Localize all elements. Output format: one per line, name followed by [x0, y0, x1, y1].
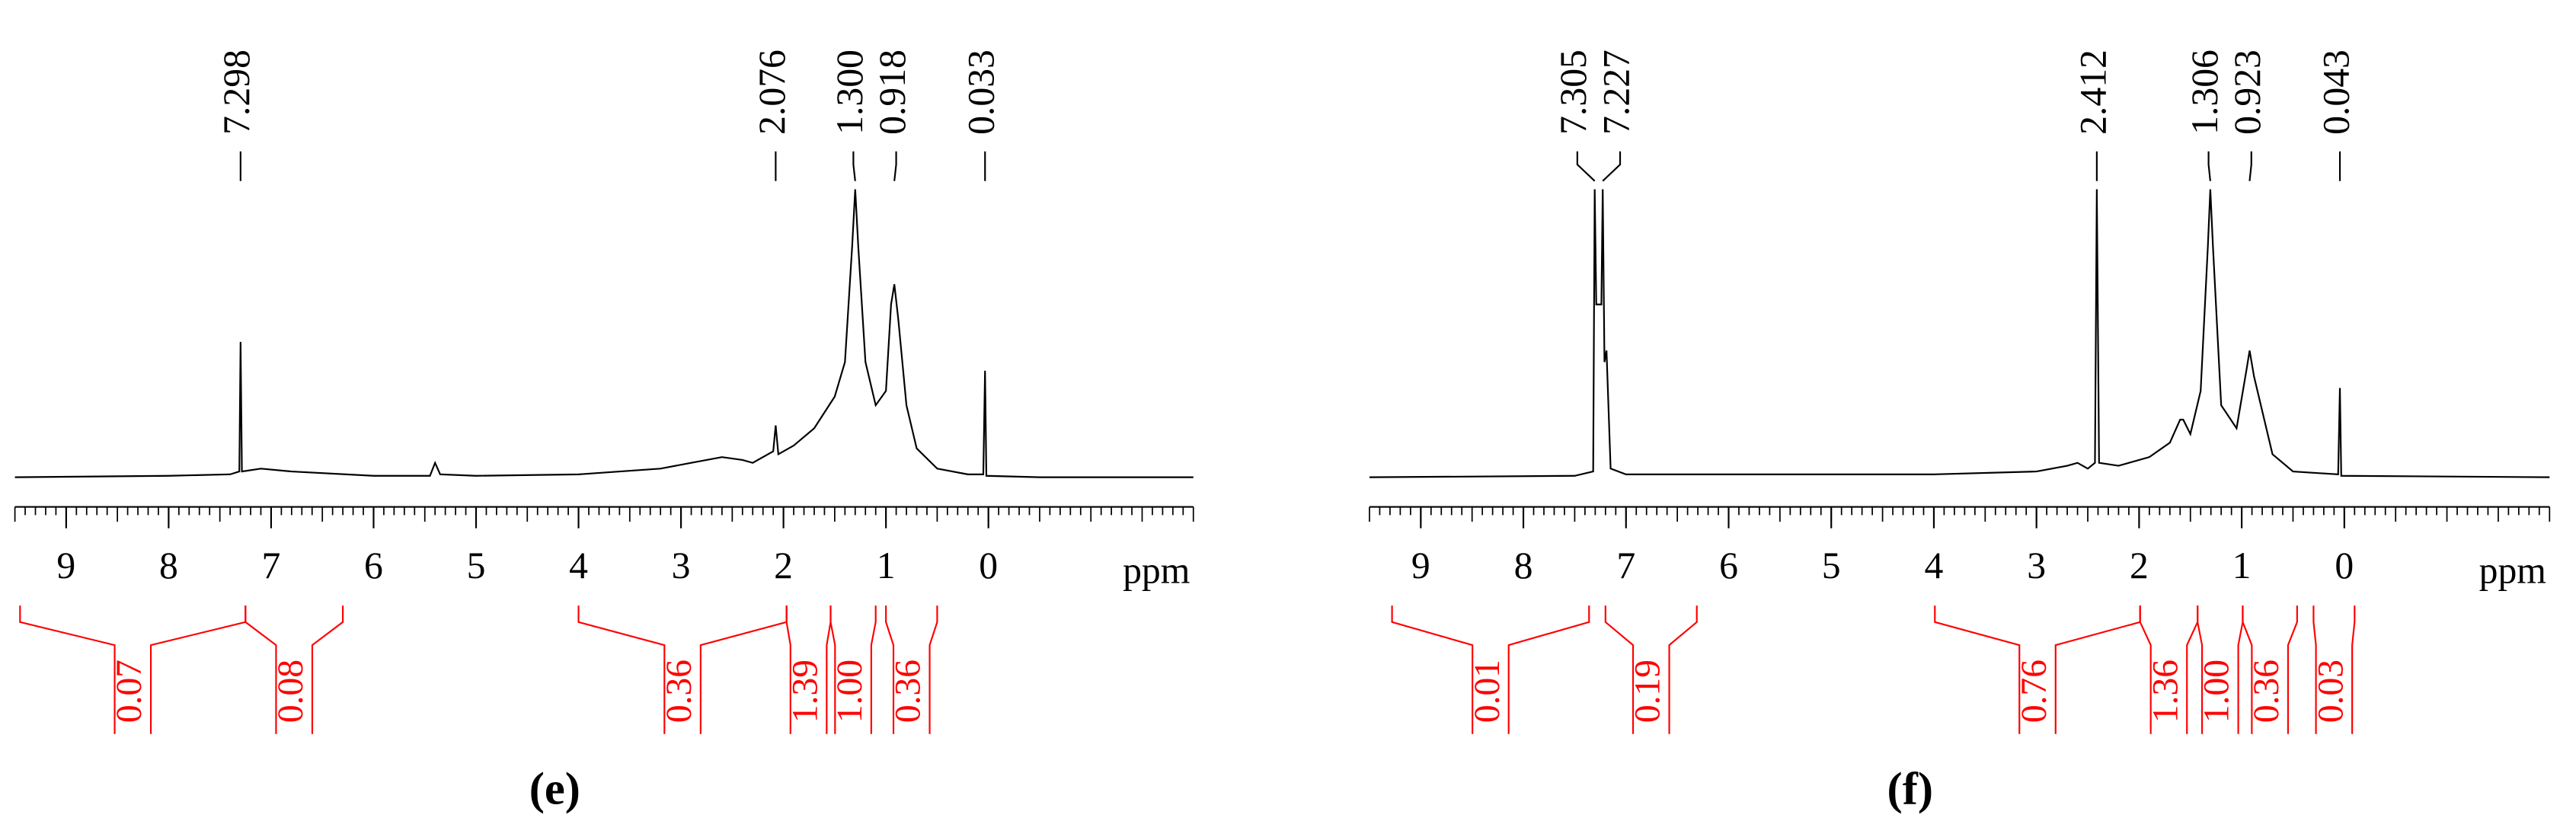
peak-label: 7.298 [216, 50, 257, 135]
integral-label: 1.00 [2197, 660, 2237, 723]
peak-connector [2207, 151, 2211, 181]
peak-label: 7.227 [1595, 50, 1637, 135]
x-tick-label: 7 [262, 545, 281, 586]
integral-label: 0.08 [271, 660, 311, 723]
x-tick-label: 4 [569, 545, 588, 586]
spectrum-line [14, 189, 1194, 478]
peak-label: 0.033 [960, 50, 1002, 135]
x-tick-label: 3 [672, 545, 691, 586]
integral-label: 0.19 [1628, 660, 1668, 723]
x-tick-label: 9 [1411, 545, 1430, 586]
panel-caption: (e) [529, 763, 580, 814]
x-tick-label: 1 [877, 545, 896, 586]
peak-connector [2248, 151, 2252, 181]
integral-label: 0.76 [2015, 660, 2054, 723]
peak-label: 2.076 [751, 50, 793, 135]
integral-bracket [1604, 605, 1698, 734]
x-axis-label: ppm [2479, 550, 2546, 592]
x-tick-label: 4 [1925, 545, 1944, 586]
x-tick-label: 5 [1822, 545, 1841, 586]
x-tick-label: 7 [1616, 545, 1635, 586]
peak-label: 7.305 [1552, 50, 1594, 135]
x-tick-label: 2 [2130, 545, 2149, 586]
x-tick-label: 2 [774, 545, 793, 586]
peak-label: 0.043 [2315, 50, 2357, 135]
peak-connector [893, 151, 897, 181]
panel-caption: (f) [1887, 763, 1933, 814]
x-tick-label: 3 [2027, 545, 2046, 586]
peak-label: 2.412 [2072, 50, 2114, 135]
x-tick-label: 1 [2232, 545, 2252, 586]
integral-label: 0.01 [1468, 660, 1507, 723]
integral-label: 1.39 [785, 660, 825, 723]
peak-label: 0.923 [2226, 50, 2268, 135]
integral-bracket [2312, 605, 2356, 734]
integral-label: 0.07 [110, 660, 149, 723]
integral-label: 1.36 [2146, 660, 2185, 723]
x-tick-label: 6 [1719, 545, 1738, 586]
peak-label: 0.918 [871, 50, 913, 135]
peak-label: 1.300 [829, 50, 871, 135]
peak-connector [852, 151, 856, 181]
integral-bracket [244, 605, 344, 734]
x-tick-label: 8 [159, 545, 178, 586]
integral-bracket [2242, 605, 2298, 734]
integral-label: 0.36 [660, 660, 699, 723]
integral-bracket [885, 605, 938, 734]
integral-label: 0.36 [2247, 660, 2287, 723]
integral-label: 0.03 [2311, 660, 2351, 723]
x-tick-label: 0 [2335, 545, 2354, 586]
integral-label: 0.36 [889, 660, 928, 723]
x-tick-label: 6 [364, 545, 383, 586]
x-axis-label: ppm [1123, 550, 1190, 592]
x-tick-label: 5 [467, 545, 486, 586]
integral-bracket [1391, 605, 1590, 734]
peak-label: 1.306 [2184, 50, 2226, 135]
x-tick-label: 9 [56, 545, 75, 586]
integral-bracket [829, 605, 877, 734]
peak-connector [1576, 151, 1596, 182]
integral-label: 1.00 [830, 660, 870, 723]
x-tick-label: 0 [979, 545, 998, 586]
spectrum-line [1369, 189, 2550, 478]
x-tick-label: 8 [1514, 545, 1533, 586]
peak-connector [1602, 151, 1622, 182]
